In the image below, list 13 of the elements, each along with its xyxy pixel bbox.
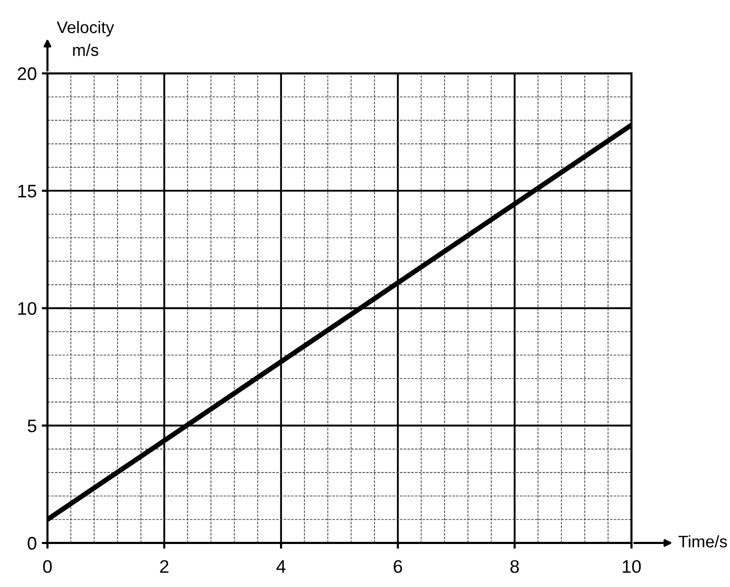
y-tick-label: 5 bbox=[28, 420, 36, 432]
y-tick-label: 20 bbox=[18, 67, 36, 80]
x-tick-label: 0 bbox=[43, 560, 52, 573]
x-tick-label: 2 bbox=[160, 560, 168, 573]
y-tick-label: 10 bbox=[18, 302, 36, 315]
x-tick-label: 4 bbox=[276, 560, 286, 573]
y-axis-title: Velocity m/s bbox=[56, 20, 114, 56]
y-tick-label: 15 bbox=[18, 184, 36, 198]
x-tick-label: 10 bbox=[622, 560, 641, 573]
x-axis-title: Time/s bbox=[678, 535, 727, 548]
x-tick-label: 8 bbox=[510, 560, 519, 573]
y-tick-label: 0 bbox=[28, 536, 36, 550]
x-tick-label: 6 bbox=[394, 560, 402, 573]
